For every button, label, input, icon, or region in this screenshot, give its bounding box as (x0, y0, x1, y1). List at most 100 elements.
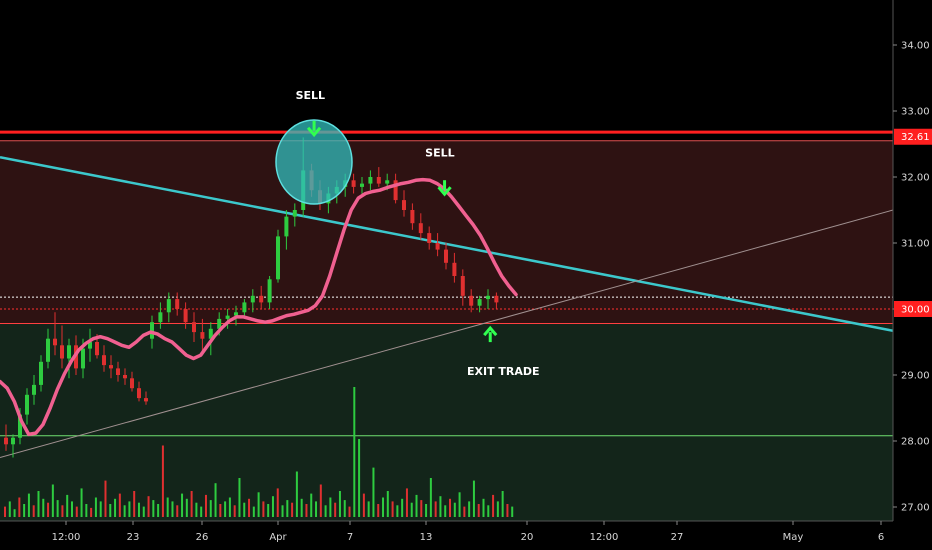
volume-bar (190, 491, 193, 517)
volume-bar (47, 502, 50, 517)
volume-bar (248, 498, 251, 517)
volume-bar (94, 497, 97, 517)
arrow-down-icon (437, 180, 452, 197)
time-axis[interactable]: 12:00 23 26 Apr 7 13 20 12:00 27 May 6 (0, 520, 932, 550)
volume-bar (147, 496, 150, 517)
volume-bar (70, 501, 73, 517)
signal-arrows (306, 120, 498, 343)
y-tick-label: 27.00 (901, 503, 930, 514)
volume-bar (214, 483, 217, 517)
candle-body (166, 299, 171, 313)
candle-body (494, 295, 499, 303)
x-tick-label: Apr (269, 532, 287, 543)
volume-bar (405, 488, 408, 517)
candle-body (175, 299, 180, 309)
volume-bar (75, 506, 78, 517)
candle-body (137, 388, 141, 399)
candle-body (60, 345, 64, 359)
volume-bar (271, 496, 274, 517)
price-tag-label: 30.00 (901, 305, 930, 316)
candle-body (183, 309, 188, 323)
volume-bar (56, 500, 59, 517)
volume-bar (114, 498, 117, 517)
candle-body (81, 348, 85, 369)
volume-bar (338, 491, 341, 517)
volume-bar (453, 502, 456, 517)
y-tick-label: 31.00 (901, 239, 930, 250)
x-tick-label: 12:00 (590, 532, 619, 543)
volume-bar (401, 498, 404, 517)
volume-bar (8, 501, 11, 517)
volume-bar (123, 505, 126, 517)
candle-body (39, 361, 43, 385)
volume-bar (329, 497, 332, 517)
volume-bar (506, 504, 509, 517)
volume-bar (224, 501, 227, 517)
volume-bar (276, 488, 279, 517)
candle-body (376, 177, 381, 184)
price-axis-bg (893, 0, 932, 550)
volume-bar (496, 501, 499, 517)
volume-bar (257, 492, 260, 517)
price-axis[interactable]: 27.00 28.00 29.00 30.00 31.00 32.00 33.00 34.00… (892, 0, 932, 550)
volume-bar (32, 505, 35, 517)
candle-body (292, 210, 297, 217)
candle-body (418, 223, 423, 234)
candle-body (88, 342, 92, 349)
candle-body (11, 437, 15, 445)
arrow-head (306, 126, 322, 138)
candle-body (250, 295, 255, 303)
volume-bar (219, 504, 222, 517)
candle-body (225, 315, 230, 319)
volume-bar (501, 491, 504, 517)
volume-bar (343, 500, 346, 517)
volume-bar (51, 484, 54, 517)
candle-body (385, 180, 390, 184)
arrow-head (483, 325, 498, 337)
volume-bar (425, 504, 428, 517)
volume-bar (439, 496, 442, 517)
volume-bar (18, 497, 21, 517)
candle-body (192, 322, 196, 333)
volume-bar (142, 506, 145, 517)
volume-bar (324, 505, 327, 517)
volume-bar (109, 504, 112, 517)
arrow-down-icon (306, 120, 322, 138)
y-tick-label: 32.00 (901, 173, 930, 184)
annotation-label: SELL (425, 147, 454, 160)
volume-bar (434, 501, 437, 517)
candle-body (150, 322, 154, 339)
volume-bar (128, 501, 131, 517)
volume-bar (420, 500, 423, 517)
level-lines (0, 130, 893, 437)
volume-bar (291, 502, 294, 517)
volume-bar (315, 501, 318, 517)
x-tick-label: May (783, 532, 804, 543)
volume-bar (152, 500, 155, 517)
candle-body (410, 210, 415, 224)
support-zone (0, 323, 893, 521)
x-tick-label: 7 (347, 532, 353, 543)
volume-bar (458, 492, 461, 517)
volume-bar (468, 501, 471, 517)
volume-bar (195, 502, 198, 517)
price-tag-label: 32.61 (901, 132, 930, 143)
volume-bar (348, 506, 351, 517)
volume-bar (228, 497, 231, 517)
volume-bar (90, 507, 93, 517)
price-zones (0, 140, 893, 521)
resistance-zone (0, 140, 893, 324)
candle-body (144, 398, 148, 402)
y-tick-label: 28.00 (901, 437, 930, 448)
y-tick-label: 29.00 (901, 371, 930, 382)
volume-bar (243, 502, 246, 517)
volume-bar (252, 506, 255, 517)
volume-bar (358, 439, 361, 517)
volume-bar (137, 502, 140, 517)
candle-body (368, 177, 373, 184)
moving-average-line (0, 177, 518, 437)
candle-body (351, 180, 356, 187)
volume-bar (319, 484, 322, 517)
volume-bar (171, 501, 174, 517)
